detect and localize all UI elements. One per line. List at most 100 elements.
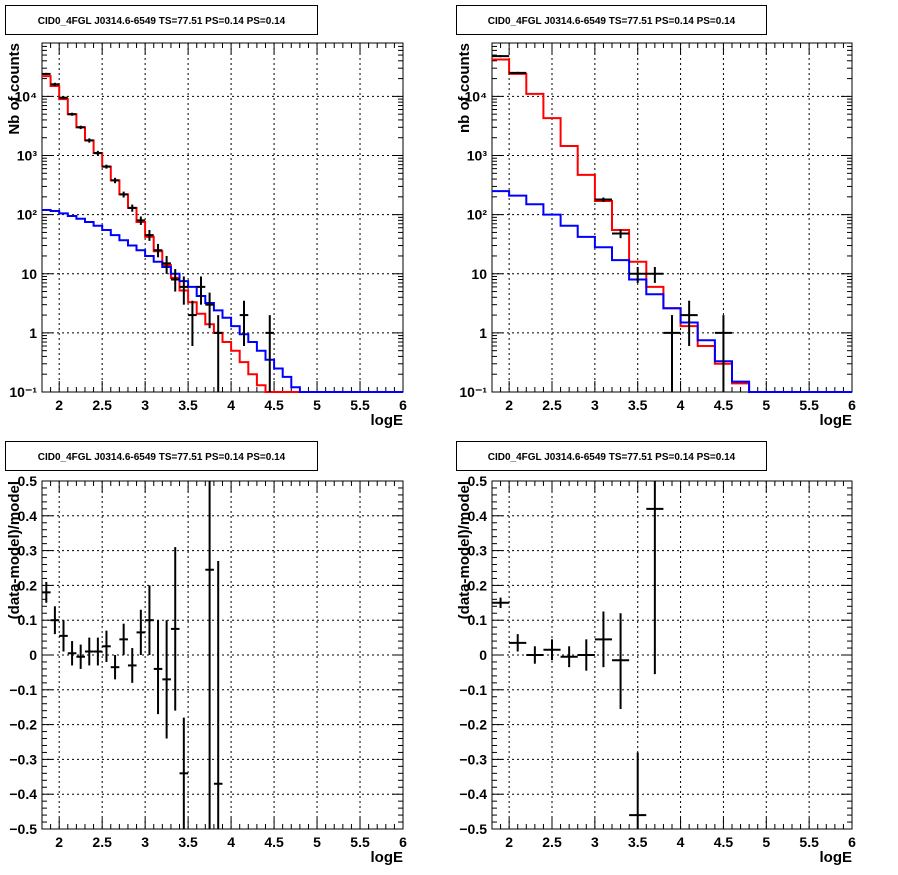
y-tick-label: 10 bbox=[21, 266, 37, 282]
y-tick-label: −0.5 bbox=[9, 821, 37, 837]
data-point bbox=[102, 164, 111, 169]
data-point bbox=[76, 125, 85, 130]
data-point bbox=[136, 609, 146, 655]
y-tick-label: −0.3 bbox=[459, 751, 487, 767]
series-2-histogram bbox=[492, 190, 852, 393]
data-point bbox=[162, 620, 171, 739]
y-tick-label: −0.3 bbox=[9, 751, 37, 767]
grid bbox=[42, 481, 403, 829]
y-tick-label: 0 bbox=[479, 647, 487, 663]
data-point bbox=[509, 71, 527, 74]
data-point bbox=[594, 197, 612, 202]
x-tick-label: 3 bbox=[141, 397, 149, 413]
data-point bbox=[42, 72, 51, 76]
data-point bbox=[127, 204, 137, 212]
x-tick-label: 5.5 bbox=[350, 834, 370, 850]
data-point bbox=[84, 637, 94, 666]
data-point bbox=[213, 561, 223, 829]
y-tick-label: 10⁻¹ bbox=[9, 384, 37, 400]
x-axis-label: logE bbox=[820, 412, 853, 429]
x-tick-label: 4.5 bbox=[714, 397, 734, 413]
data-point bbox=[170, 547, 180, 711]
x-tick-label: 5.5 bbox=[799, 834, 819, 850]
data-series bbox=[42, 481, 223, 829]
data-point bbox=[509, 634, 527, 652]
y-tick-label: 10² bbox=[467, 207, 488, 223]
axis-ticks bbox=[41, 480, 404, 830]
data-point bbox=[492, 55, 510, 58]
y-tick-label: 10 bbox=[471, 266, 487, 282]
data-point bbox=[102, 630, 111, 662]
axis-ticks bbox=[491, 480, 853, 830]
data-point bbox=[577, 639, 595, 671]
y-axis-label: (data-model)/model bbox=[6, 481, 23, 619]
data-point bbox=[162, 255, 171, 274]
data-series bbox=[492, 55, 852, 393]
x-tick-label: 4 bbox=[677, 834, 685, 850]
x-tick-label: 5 bbox=[762, 397, 770, 413]
y-tick-label: 0.1 bbox=[468, 612, 488, 628]
x-tick-label: 2.5 bbox=[92, 397, 112, 413]
data-point bbox=[188, 300, 197, 346]
data-point bbox=[67, 641, 77, 666]
data-point bbox=[119, 191, 128, 198]
data-point bbox=[50, 606, 60, 635]
chart-title-box: CID0_4FGL J0314.6-6549 TS=77.51 PS=0.14 … bbox=[456, 5, 767, 35]
y-tick-label: 10⁴ bbox=[465, 88, 488, 104]
data-point bbox=[93, 150, 103, 156]
data-point bbox=[119, 623, 128, 655]
x-tick-label: 5 bbox=[762, 834, 770, 850]
y-tick-label: 10³ bbox=[17, 148, 38, 164]
y-tick-label: 0.2 bbox=[468, 577, 488, 593]
x-tick-label: 4.5 bbox=[264, 834, 284, 850]
x-tick-label: 4.5 bbox=[714, 834, 734, 850]
data-point bbox=[67, 112, 77, 116]
chart-title: CID0_4FGL J0314.6-6549 TS=77.51 PS=0.14 … bbox=[38, 452, 286, 463]
data-point bbox=[612, 613, 630, 709]
x-tick-label: 2.5 bbox=[542, 397, 562, 413]
chart-panel-1: CID0_4FGL J0314.6-6549 TS=77.51 PS=0.14 … bbox=[5, 5, 407, 429]
x-tick-label: 4 bbox=[227, 397, 235, 413]
data-series bbox=[42, 72, 403, 393]
x-axis-label: logE bbox=[371, 412, 404, 429]
y-axis-label: nb of counts bbox=[456, 43, 473, 133]
x-tick-label: 2 bbox=[55, 834, 63, 850]
x-tick-label: 3.5 bbox=[178, 834, 198, 850]
data-point bbox=[492, 597, 510, 609]
data-point bbox=[543, 639, 561, 661]
chart-title-frame bbox=[456, 441, 767, 471]
data-point bbox=[196, 276, 206, 305]
data-point bbox=[93, 637, 103, 666]
data-point bbox=[84, 138, 94, 143]
y-tick-label: 0.2 bbox=[18, 577, 38, 593]
data-point bbox=[136, 216, 146, 225]
y-tick-label: 1 bbox=[29, 325, 37, 341]
data-point bbox=[50, 82, 60, 86]
chart-title-frame bbox=[5, 441, 318, 471]
y-tick-label: −0.5 bbox=[459, 821, 487, 837]
y-tick-label: 10⁻¹ bbox=[459, 384, 487, 400]
chart-title-frame bbox=[456, 5, 767, 35]
data-point bbox=[145, 585, 154, 655]
data-point bbox=[594, 611, 612, 668]
y-tick-label: 10³ bbox=[467, 148, 488, 164]
chart-title-frame bbox=[5, 5, 318, 35]
y-axis-label: Nb of counts bbox=[6, 43, 23, 135]
y-tick-label: −0.2 bbox=[9, 717, 37, 733]
y-tick-label: −0.1 bbox=[9, 682, 37, 698]
data-point bbox=[205, 481, 214, 829]
y-tick-label: 0.5 bbox=[468, 473, 488, 489]
y-tick-label: 0.1 bbox=[18, 612, 38, 628]
chart-title: CID0_4FGL J0314.6-6549 TS=77.51 PS=0.14 … bbox=[488, 16, 736, 27]
chart-title-box: CID0_4FGL J0314.6-6549 TS=77.51 PS=0.14 … bbox=[456, 441, 767, 471]
data-point bbox=[629, 752, 647, 829]
x-tick-label: 3.5 bbox=[628, 397, 648, 413]
y-tick-label: −0.4 bbox=[459, 786, 487, 802]
data-point bbox=[646, 481, 664, 675]
plot-frame bbox=[41, 480, 404, 830]
data-point bbox=[205, 292, 214, 329]
chart-panel-2: CID0_4FGL J0314.6-6549 TS=77.51 PS=0.14 … bbox=[456, 5, 856, 429]
series-2-histogram bbox=[42, 209, 403, 393]
x-tick-label: 5 bbox=[313, 834, 321, 850]
series-1-histogram bbox=[42, 75, 403, 393]
